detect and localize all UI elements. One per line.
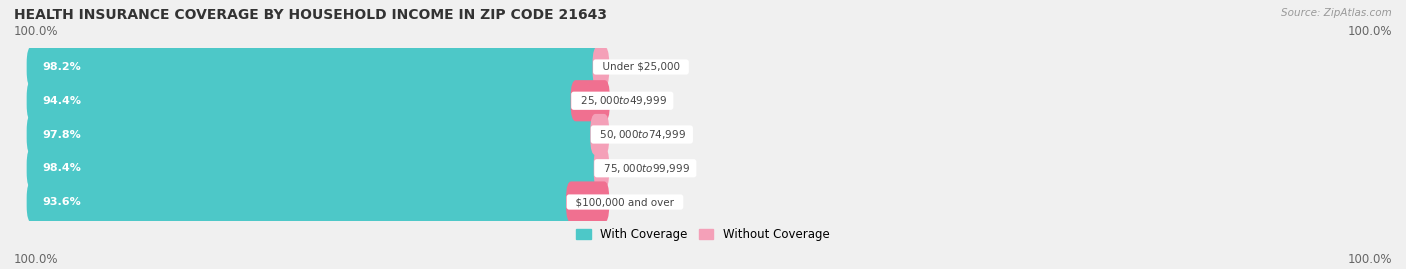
Text: 98.4%: 98.4% <box>42 163 82 173</box>
FancyBboxPatch shape <box>592 46 609 88</box>
FancyBboxPatch shape <box>567 181 609 223</box>
FancyBboxPatch shape <box>27 46 599 88</box>
Text: 1.6%: 1.6% <box>614 163 643 173</box>
Text: 97.8%: 97.8% <box>42 129 82 140</box>
Text: $75,000 to $99,999: $75,000 to $99,999 <box>598 162 693 175</box>
Text: $25,000 to $49,999: $25,000 to $49,999 <box>574 94 671 107</box>
FancyBboxPatch shape <box>591 114 609 155</box>
FancyBboxPatch shape <box>27 181 572 223</box>
FancyBboxPatch shape <box>27 181 609 223</box>
Legend: With Coverage, Without Coverage: With Coverage, Without Coverage <box>572 223 834 246</box>
Text: 100.0%: 100.0% <box>14 253 59 266</box>
Text: HEALTH INSURANCE COVERAGE BY HOUSEHOLD INCOME IN ZIP CODE 21643: HEALTH INSURANCE COVERAGE BY HOUSEHOLD I… <box>14 8 607 22</box>
FancyBboxPatch shape <box>27 80 576 121</box>
FancyBboxPatch shape <box>27 148 609 189</box>
Text: 5.7%: 5.7% <box>614 96 644 106</box>
Text: 93.6%: 93.6% <box>42 197 82 207</box>
Text: 100.0%: 100.0% <box>14 25 59 38</box>
Text: 100.0%: 100.0% <box>1347 25 1392 38</box>
Text: 2.2%: 2.2% <box>614 129 643 140</box>
FancyBboxPatch shape <box>27 80 609 121</box>
Text: Source: ZipAtlas.com: Source: ZipAtlas.com <box>1281 8 1392 18</box>
Text: 6.4%: 6.4% <box>614 197 643 207</box>
Text: 1.8%: 1.8% <box>614 62 643 72</box>
Text: $50,000 to $74,999: $50,000 to $74,999 <box>593 128 690 141</box>
Text: $100,000 and over: $100,000 and over <box>569 197 681 207</box>
FancyBboxPatch shape <box>27 148 600 189</box>
FancyBboxPatch shape <box>571 80 610 121</box>
Text: Under $25,000: Under $25,000 <box>596 62 686 72</box>
Text: 98.2%: 98.2% <box>42 62 82 72</box>
Text: 100.0%: 100.0% <box>1347 253 1392 266</box>
FancyBboxPatch shape <box>593 148 609 189</box>
Text: 94.4%: 94.4% <box>42 96 82 106</box>
FancyBboxPatch shape <box>27 46 609 88</box>
FancyBboxPatch shape <box>27 114 596 155</box>
FancyBboxPatch shape <box>27 114 609 155</box>
